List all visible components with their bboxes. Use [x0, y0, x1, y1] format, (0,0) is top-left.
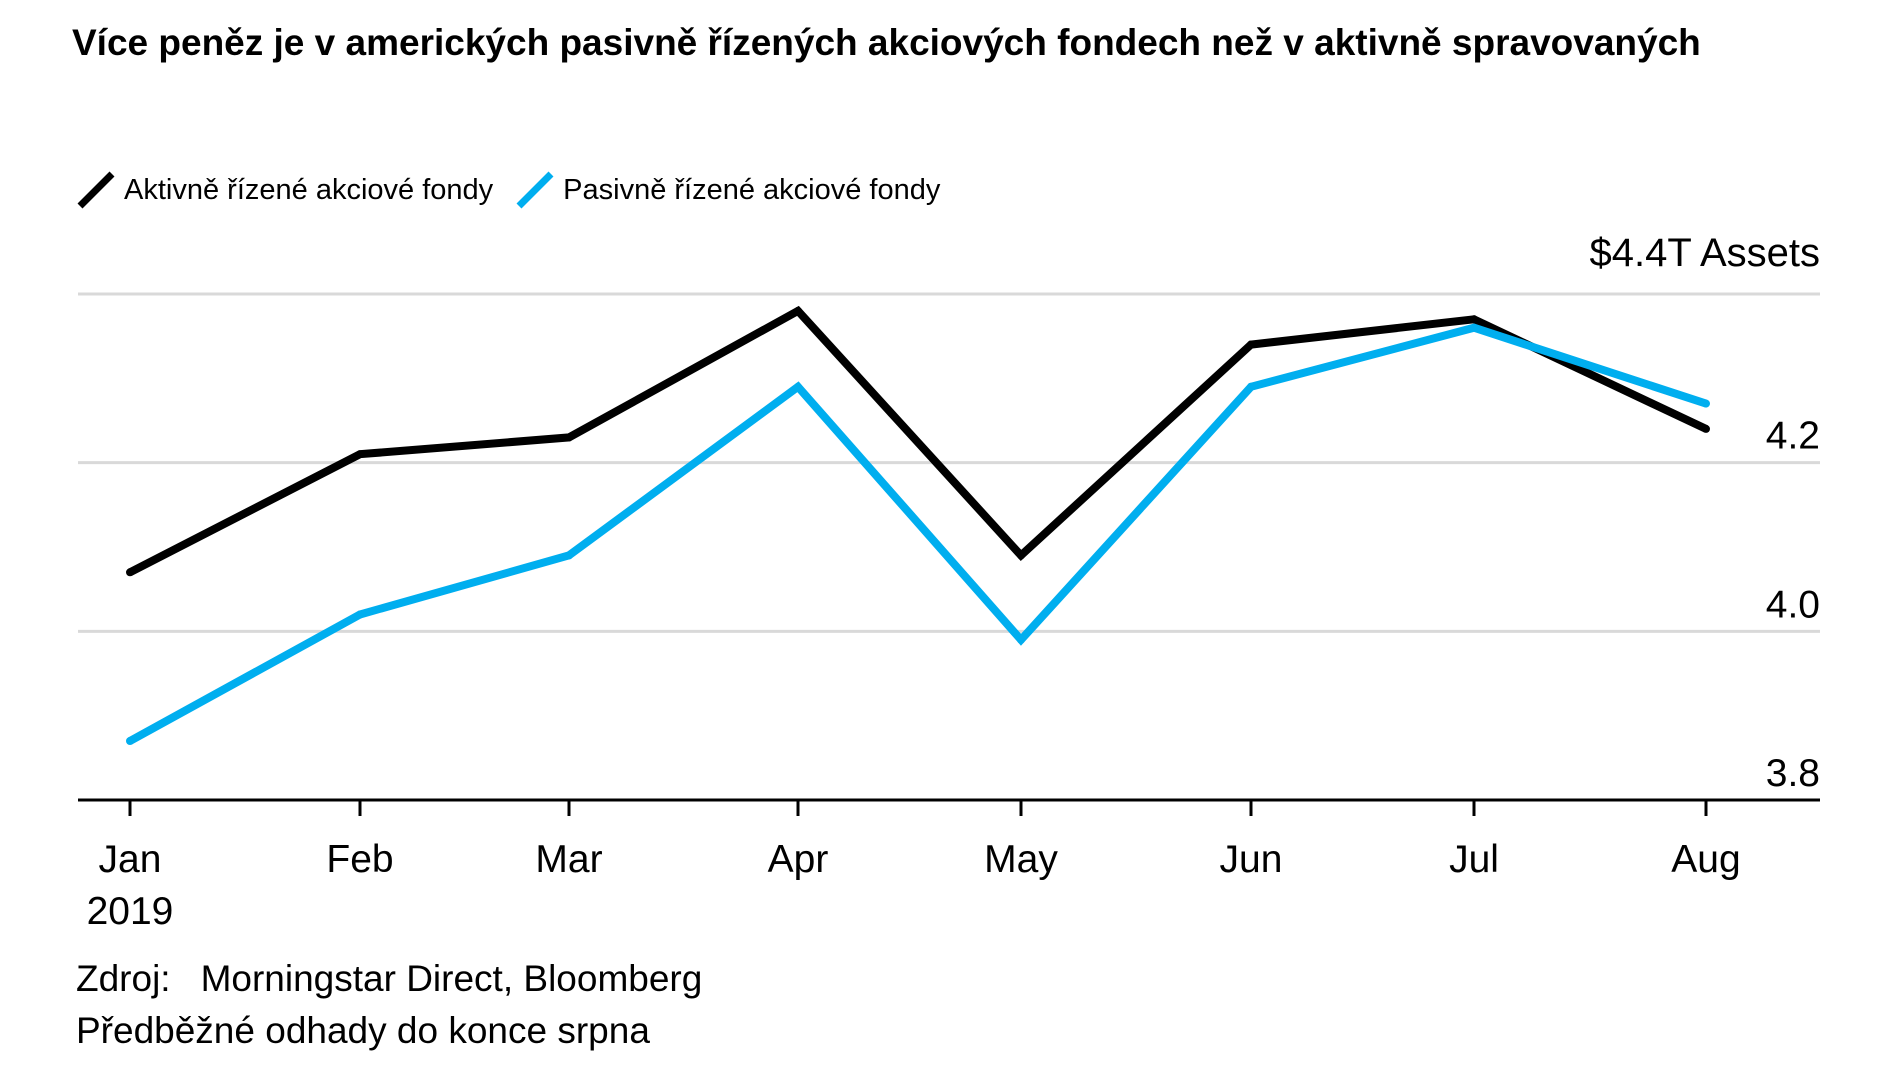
legend-item-passive: Pasivně řízené akciové fondy [515, 170, 940, 210]
x-tick-label: Mar [535, 838, 602, 881]
x-tick-label: Apr [768, 838, 829, 881]
y-tick-label: 4.2 [1766, 415, 1820, 458]
legend-label-passive: Pasivně řízené akciové fondy [563, 173, 941, 206]
y-tick-label: 4.0 [1766, 583, 1820, 626]
y-top-label: $4.4T Assets [1589, 231, 1820, 275]
legend-swatch-passive [516, 171, 554, 209]
data-point [1247, 382, 1255, 391]
series-line-1 [128, 323, 1708, 745]
legend-swatch-active [77, 171, 115, 209]
x-tick-label: Jul [1449, 838, 1499, 881]
source-line: Zdroj: Morningstar Direct, Bloomberg [76, 958, 702, 1000]
data-point [565, 433, 573, 442]
footnote: Předběžné odhady do konce srpna [76, 1010, 650, 1051]
data-point [1017, 635, 1025, 644]
series-line-0 [128, 305, 1708, 576]
data-point [1017, 551, 1025, 560]
data-point [356, 610, 364, 619]
legend-label-active: Aktivně řízené akciové fondy [124, 173, 494, 206]
source-text: Morningstar Direct, Bloomberg [200, 958, 703, 999]
x-tick-label: Jun [1220, 838, 1283, 881]
data-point [565, 551, 573, 560]
x-year-label: 2019 [87, 890, 174, 933]
x-tick-label: Feb [326, 838, 393, 881]
data-point [794, 382, 802, 391]
data-point [126, 568, 134, 577]
data-point [1247, 340, 1255, 349]
data-point [1470, 323, 1478, 332]
chart-title: Více peněz je v amerických pasivně řízen… [72, 22, 1701, 63]
data-point [1702, 424, 1710, 433]
x-tick-label: Jan [99, 838, 162, 881]
data-point [126, 737, 134, 745]
legend: Aktivně řízené akciové fondy Pasivně říz… [76, 170, 962, 210]
x-tick-label: May [984, 838, 1058, 881]
data-point [1470, 315, 1478, 324]
source-label: Zdroj: [76, 958, 171, 999]
data-point [356, 450, 364, 459]
x-tick-label: Aug [1671, 838, 1740, 881]
y-tick-label: 3.8 [1766, 752, 1820, 795]
data-point [794, 306, 802, 315]
data-point [1702, 399, 1710, 408]
legend-item-active: Aktivně řízené akciové fondy [76, 170, 493, 210]
